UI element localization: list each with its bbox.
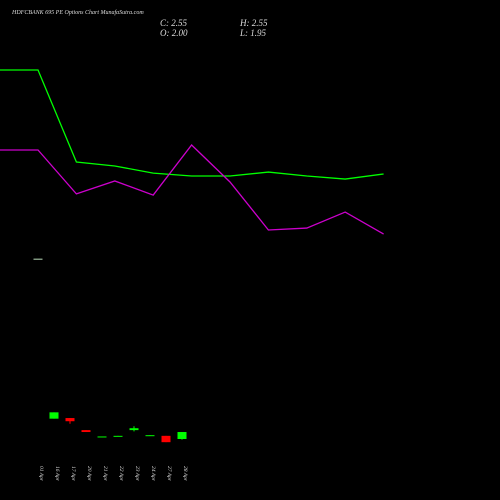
x-tick-label: 20 Apr: [86, 466, 92, 482]
candle-body: [145, 435, 155, 437]
candle-body: [129, 428, 139, 431]
open-label: O: 2.00: [160, 28, 188, 38]
x-tick-label: 27 Apr: [166, 466, 172, 482]
indicator-line: [0, 69, 384, 180]
candle-body: [65, 418, 75, 422]
candle-body: [81, 430, 91, 433]
x-tick-label: 01 Apr: [38, 466, 44, 482]
candle-body: [161, 435, 171, 443]
high-label: H: 2.55: [239, 18, 268, 28]
x-tick-label: 22 Apr: [118, 466, 124, 482]
indicator-line: [0, 144, 384, 235]
x-tick-label: 24 Apr: [150, 466, 157, 482]
low-label: L: 1.95: [239, 28, 267, 38]
x-tick-label: 16 Apr: [54, 466, 60, 482]
x-tick-label: 17 Apr: [70, 466, 76, 482]
x-tick-label: 23 Apr: [134, 466, 140, 482]
chart-title: HDFCBANK 695 PE Options Chart MunafaSutr…: [11, 9, 144, 16]
candle-body: [113, 435, 123, 437]
x-tick-label: 28 Apr: [182, 466, 188, 482]
close-label: C: 2.55: [160, 18, 188, 28]
candle-body: [33, 258, 43, 260]
x-tick-label: 21 Apr: [102, 466, 108, 482]
candle-body: [49, 412, 59, 419]
candle-body: [177, 432, 187, 440]
candle-body: [97, 436, 107, 438]
